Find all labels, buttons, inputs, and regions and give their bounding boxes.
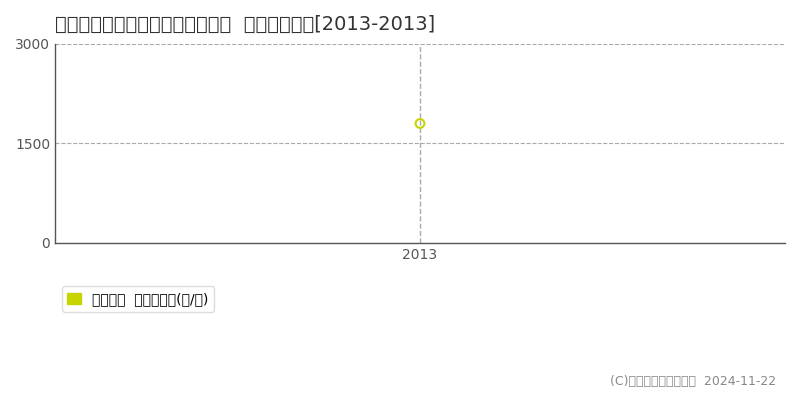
Text: (C)土地価格ドットコム  2024-11-22: (C)土地価格ドットコム 2024-11-22: [610, 375, 776, 388]
Text: 石狩郡当別町スウェーデンヒルズ  林地価格推移[2013-2013]: 石狩郡当別町スウェーデンヒルズ 林地価格推移[2013-2013]: [55, 15, 435, 34]
Point: [414, 120, 426, 127]
Legend: 林地価格  平均坪単価(円/坪): 林地価格 平均坪単価(円/坪): [62, 286, 214, 312]
